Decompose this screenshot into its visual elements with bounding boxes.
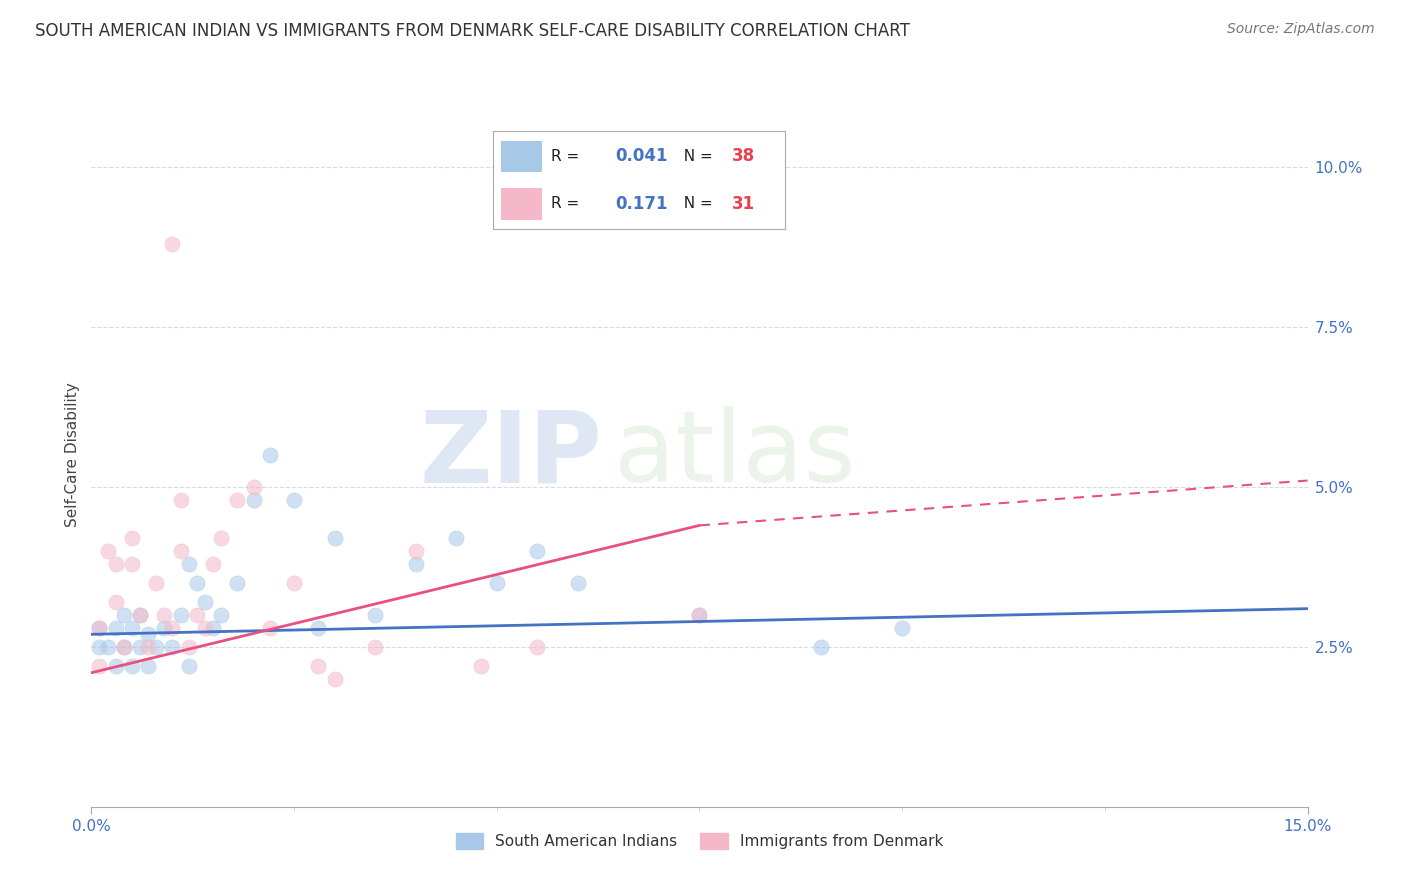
Legend: South American Indians, Immigrants from Denmark: South American Indians, Immigrants from …	[456, 833, 943, 849]
Point	[136, 659, 159, 673]
Point	[259, 448, 281, 462]
Point	[162, 236, 184, 251]
Point	[209, 608, 232, 623]
Text: Source: ZipAtlas.com: Source: ZipAtlas.com	[1227, 22, 1375, 37]
Point	[242, 480, 264, 494]
Point	[202, 621, 225, 635]
Point	[121, 531, 143, 545]
Point	[97, 640, 120, 654]
Point	[162, 621, 184, 635]
Point	[89, 621, 111, 635]
Point	[121, 557, 143, 571]
Point	[405, 544, 427, 558]
Point	[186, 576, 208, 591]
Point	[145, 640, 167, 654]
Point	[526, 640, 548, 654]
Point	[89, 621, 111, 635]
Point	[307, 659, 329, 673]
Point	[145, 576, 167, 591]
Point	[112, 640, 135, 654]
Point	[112, 640, 135, 654]
Point	[405, 557, 427, 571]
Point	[186, 608, 208, 623]
Point	[364, 640, 387, 654]
Point	[104, 659, 127, 673]
Point	[283, 492, 305, 507]
Point	[97, 544, 120, 558]
Point	[177, 557, 200, 571]
Point	[104, 595, 127, 609]
Point	[226, 576, 249, 591]
Point	[364, 608, 387, 623]
Point	[89, 640, 111, 654]
Point	[526, 544, 548, 558]
Point	[688, 608, 710, 623]
Point	[162, 640, 184, 654]
Point	[259, 621, 281, 635]
Point	[323, 672, 346, 686]
Point	[104, 621, 127, 635]
Point	[485, 576, 508, 591]
Point	[209, 531, 232, 545]
Point	[121, 621, 143, 635]
Point	[129, 608, 152, 623]
Point	[121, 659, 143, 673]
Point	[136, 640, 159, 654]
Point	[202, 557, 225, 571]
Point	[153, 608, 176, 623]
Point	[567, 576, 589, 591]
Point	[444, 531, 467, 545]
Point	[177, 659, 200, 673]
Point	[153, 621, 176, 635]
Point	[169, 492, 191, 507]
Point	[307, 621, 329, 635]
Point	[323, 531, 346, 545]
Point	[688, 608, 710, 623]
Point	[226, 492, 249, 507]
Point	[129, 608, 152, 623]
Point	[891, 621, 914, 635]
Point	[242, 492, 264, 507]
Text: SOUTH AMERICAN INDIAN VS IMMIGRANTS FROM DENMARK SELF-CARE DISABILITY CORRELATIO: SOUTH AMERICAN INDIAN VS IMMIGRANTS FROM…	[35, 22, 910, 40]
Point	[136, 627, 159, 641]
Y-axis label: Self-Care Disability: Self-Care Disability	[65, 383, 80, 527]
Point	[129, 640, 152, 654]
Point	[194, 621, 217, 635]
Point	[194, 595, 217, 609]
Point	[470, 659, 492, 673]
Point	[810, 640, 832, 654]
Point	[169, 608, 191, 623]
Point	[104, 557, 127, 571]
Point	[89, 659, 111, 673]
Point	[283, 576, 305, 591]
Text: ZIP: ZIP	[419, 407, 602, 503]
Text: atlas: atlas	[614, 407, 856, 503]
Point	[169, 544, 191, 558]
Point	[112, 608, 135, 623]
Point	[177, 640, 200, 654]
